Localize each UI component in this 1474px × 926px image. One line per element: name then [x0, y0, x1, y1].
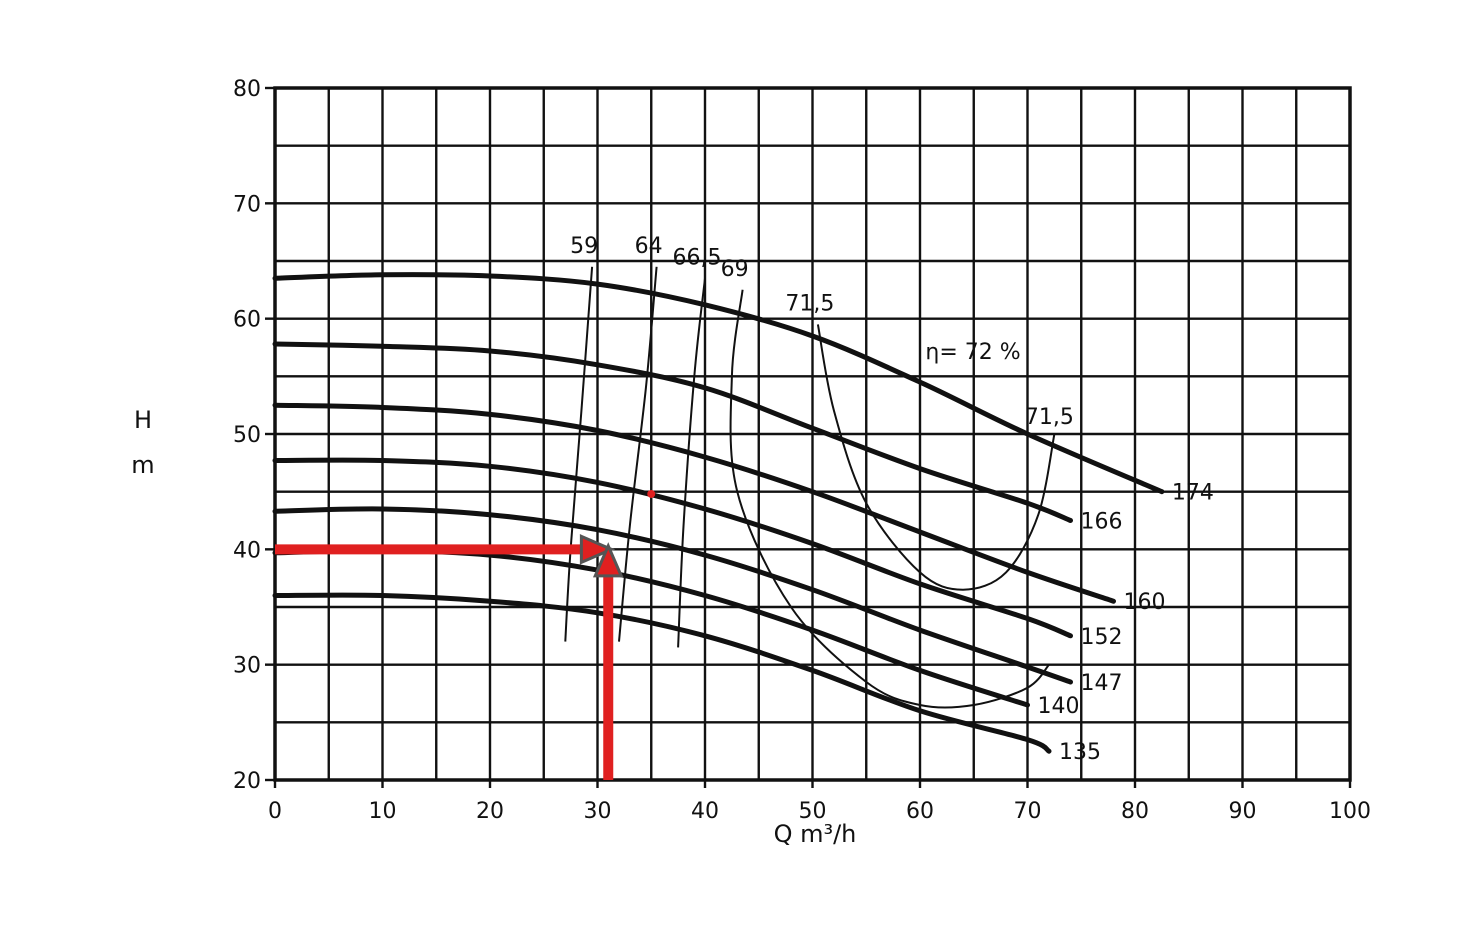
efficiency-curves: 59 64 66,5 69 71,5 71,5 η= 72 % — [564, 234, 1074, 709]
y-axis-title-m: m — [131, 451, 154, 479]
head-curve-label: 147 — [1081, 671, 1123, 696]
efficiency-label: 69 — [721, 257, 749, 282]
efficiency-curve-64 — [618, 266, 658, 642]
x-axis-ticks: 0 10 20 30 40 50 60 70 80 90 100 — [268, 780, 1371, 824]
head-curve-label: 174 — [1172, 481, 1214, 506]
head-curve-147 — [272, 506, 1073, 685]
efficiency-label: 59 — [570, 234, 598, 259]
x-tick-label: 60 — [906, 799, 934, 824]
red-markers — [275, 489, 656, 780]
head-curve-label: 160 — [1124, 590, 1166, 615]
y-tick-label: 70 — [233, 192, 261, 217]
head-curve-label: 152 — [1081, 625, 1123, 650]
red-arrowhead-right — [579, 534, 616, 565]
head-curve-166 — [272, 341, 1073, 523]
head-curve-label: 140 — [1038, 694, 1080, 719]
x-tick-label: 90 — [1229, 799, 1257, 824]
grid — [273, 86, 1352, 782]
efficiency-curve-71,5 — [816, 324, 1056, 591]
x-tick-label: 100 — [1329, 799, 1371, 824]
head-curve-152 — [272, 457, 1073, 639]
y-tick-label: 60 — [233, 308, 261, 333]
x-tick-label: 30 — [584, 799, 612, 824]
efficiency-label: 64 — [635, 234, 663, 259]
x-tick-label: 10 — [369, 799, 397, 824]
head-curve-160 — [272, 402, 1116, 604]
head-curves — [272, 272, 1165, 754]
efficiency-label: 71,5 — [785, 291, 834, 316]
x-tick-label: 80 — [1121, 799, 1149, 824]
head-curve-174 — [272, 272, 1165, 495]
operating-point-dot — [647, 489, 656, 498]
x-tick-label: 50 — [799, 799, 827, 824]
efficiency-label: 66,5 — [673, 245, 722, 270]
x-axis-title: Q m³/h — [774, 820, 857, 848]
efficiency-annotation: η= 72 % — [925, 340, 1020, 365]
y-axis-title-h: H — [134, 406, 152, 434]
y-tick-label: 80 — [233, 77, 261, 102]
efficiency-curve-66,5 — [677, 278, 706, 648]
red-arrowhead-up — [592, 542, 624, 578]
head-curve-label: 135 — [1059, 740, 1101, 765]
x-tick-label: 40 — [691, 799, 719, 824]
efficiency-curve-59 — [564, 266, 594, 642]
x-tick-label: 0 — [268, 799, 282, 824]
head-curve-135 — [272, 592, 1052, 754]
y-tick-label: 40 — [233, 538, 261, 563]
y-tick-label: 30 — [233, 654, 261, 679]
y-axis-ticks: 20 30 40 50 60 70 80 — [233, 77, 275, 794]
x-tick-label: 20 — [476, 799, 504, 824]
y-tick-label: 50 — [233, 423, 261, 448]
x-tick-label: 70 — [1014, 799, 1042, 824]
y-tick-label: 20 — [233, 769, 261, 794]
efficiency-label: 71,5 — [1025, 405, 1074, 430]
head-curve-label: 166 — [1081, 510, 1123, 535]
